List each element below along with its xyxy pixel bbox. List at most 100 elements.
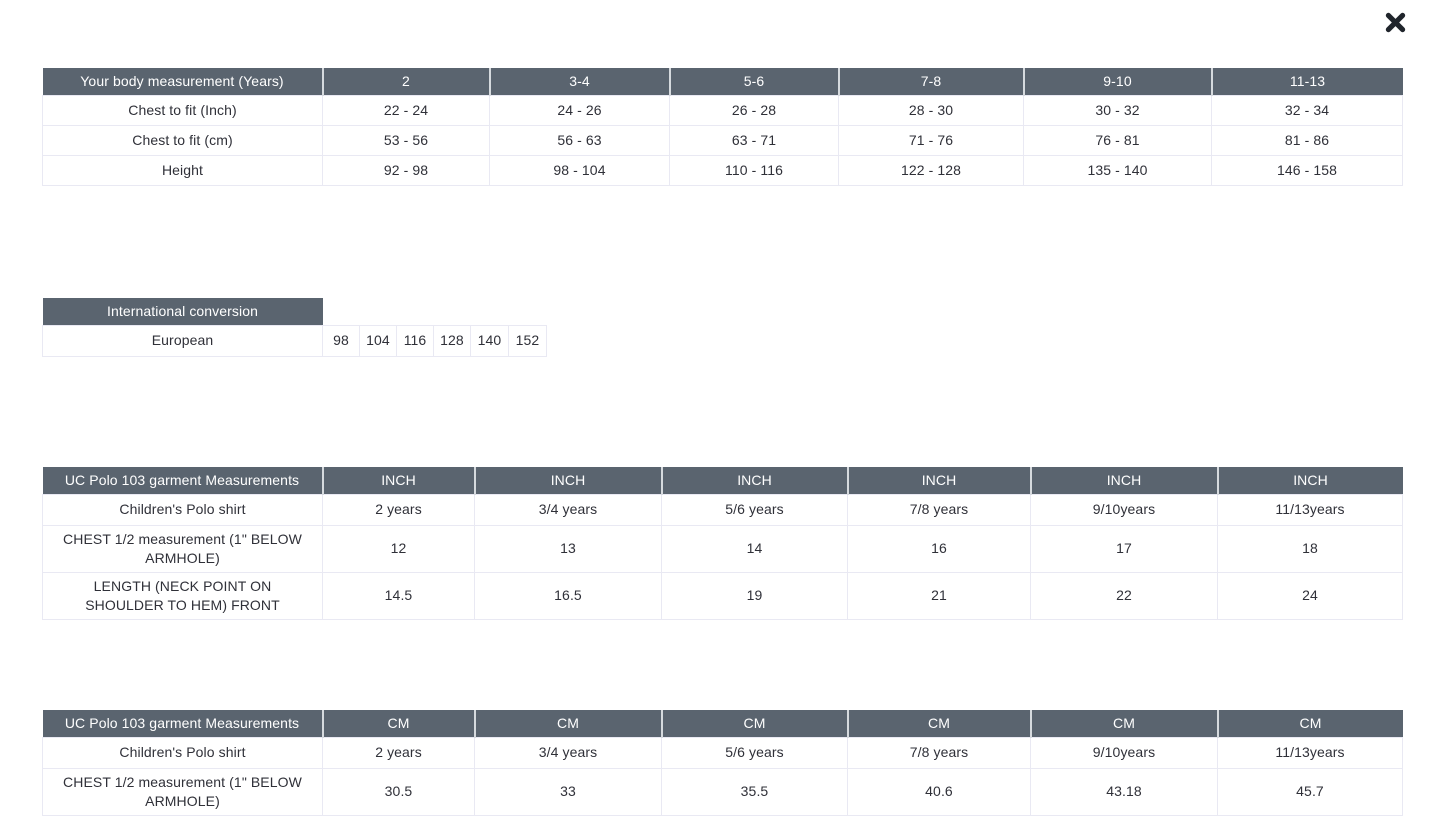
cell-value: 7/8 years bbox=[847, 493, 1031, 526]
row-label: Chest to fit (Inch) bbox=[42, 94, 323, 126]
cell-value: 5/6 years bbox=[661, 736, 848, 769]
column-header: 5-6 bbox=[669, 68, 840, 95]
header-row: Your body measurement (Years) 2 3-4 5-6 7-8 9… bbox=[42, 68, 1403, 95]
international-conversion-table: International conversion European 98 104 116… bbox=[42, 298, 547, 357]
column-header: 11-13 bbox=[1211, 68, 1403, 95]
cell-value: 146 - 158 bbox=[1211, 154, 1403, 186]
cell-value: 104 bbox=[359, 324, 397, 357]
cell-value: 7/8 years bbox=[847, 736, 1031, 769]
column-header: 9-10 bbox=[1023, 68, 1213, 95]
column-header: CM bbox=[474, 710, 663, 737]
garment-measurements-cm-table: UC Polo 103 garment Measurements CM CM CM CM… bbox=[42, 710, 1403, 816]
cell-value: 43.18 bbox=[1030, 767, 1218, 816]
cell-value: 24 bbox=[1217, 571, 1403, 620]
cell-value: 98 - 104 bbox=[489, 154, 670, 186]
cell-value: 128 bbox=[433, 324, 471, 357]
header-row: UC Polo 103 garment Measurements CM CM CM CM… bbox=[42, 710, 1403, 737]
row-label: Height bbox=[42, 154, 323, 186]
cell-value: 116 bbox=[396, 324, 434, 357]
column-header: CM bbox=[1217, 710, 1403, 737]
column-header: Your body measurement (Years) bbox=[42, 68, 324, 95]
row-label: Children's Polo shirt bbox=[42, 493, 323, 526]
close-icon bbox=[1385, 12, 1405, 32]
cell-value: 40.6 bbox=[847, 767, 1031, 816]
cell-value: 92 - 98 bbox=[322, 154, 490, 186]
garment-measurements-inch-table: UC Polo 103 garment Measurements INCH INCH… bbox=[42, 467, 1403, 620]
cell-value: 17 bbox=[1030, 524, 1218, 573]
body-measurement-table: Your body measurement (Years) 2 3-4 5-6 7-8 9… bbox=[42, 68, 1403, 186]
column-header: 7-8 bbox=[838, 68, 1025, 95]
cell-value: 16 bbox=[847, 524, 1031, 573]
column-header: CM bbox=[661, 710, 849, 737]
column-header: UC Polo 103 garment Measurements bbox=[42, 467, 324, 494]
column-header: 3-4 bbox=[489, 68, 671, 95]
cell-value: 22 - 24 bbox=[322, 94, 490, 126]
table-row: CHEST 1/2 measurement (1" BELOW ARMHOLE)… bbox=[42, 524, 1403, 573]
column-header: INCH bbox=[474, 467, 663, 494]
cell-value: 16.5 bbox=[474, 571, 662, 620]
table-row: European 98 104 116 128 140 152 bbox=[42, 324, 547, 357]
column-header: INCH bbox=[847, 467, 1032, 494]
table-row: Chest to fit (Inch) 22 - 24 24 - 26 26 - 28… bbox=[42, 94, 1403, 126]
column-header: CM bbox=[322, 710, 476, 737]
cell-value: 122 - 128 bbox=[838, 154, 1024, 186]
cell-value: 3/4 years bbox=[474, 736, 662, 769]
cell-value: 19 bbox=[661, 571, 848, 620]
cell-value: 11/13years bbox=[1217, 736, 1403, 769]
cell-value: 18 bbox=[1217, 524, 1403, 573]
cell-value: 9/10years bbox=[1030, 493, 1218, 526]
row-label: CHEST 1/2 measurement (1" BELOW ARMHOLE) bbox=[42, 524, 323, 573]
cell-value: 2 years bbox=[322, 736, 475, 769]
cell-value: 14 bbox=[661, 524, 848, 573]
cell-value: 22 bbox=[1030, 571, 1218, 620]
table-row: Chest to fit (cm) 53 - 56 56 - 63 63 - 71 71… bbox=[42, 124, 1403, 156]
cell-value: 2 years bbox=[322, 493, 475, 526]
cell-value: 33 bbox=[474, 767, 662, 816]
column-header: INCH bbox=[1217, 467, 1403, 494]
cell-value: 76 - 81 bbox=[1023, 124, 1212, 156]
row-label: CHEST 1/2 measurement (1" BELOW ARMHOLE) bbox=[42, 767, 323, 816]
table-row: Children's Polo shirt 2 years 3/4 years 5/6… bbox=[42, 493, 1403, 526]
cell-value: 3/4 years bbox=[474, 493, 662, 526]
cell-value: 21 bbox=[847, 571, 1031, 620]
column-header: CM bbox=[1030, 710, 1219, 737]
cell-value: 45.7 bbox=[1217, 767, 1403, 816]
table-row: Children's Polo shirt 2 years 3/4 years 5/6… bbox=[42, 736, 1403, 769]
cell-value: 14.5 bbox=[322, 571, 475, 620]
cell-value: 98 bbox=[322, 324, 360, 357]
cell-value: 63 - 71 bbox=[669, 124, 839, 156]
cell-value: 35.5 bbox=[661, 767, 848, 816]
cell-value: 26 - 28 bbox=[669, 94, 839, 126]
cell-value: 13 bbox=[474, 524, 662, 573]
cell-value: 32 - 34 bbox=[1211, 94, 1403, 126]
cell-value: 135 - 140 bbox=[1023, 154, 1212, 186]
column-header: 2 bbox=[322, 68, 491, 95]
cell-value: 140 bbox=[470, 324, 509, 357]
cell-value: 28 - 30 bbox=[838, 94, 1024, 126]
cell-value: 24 - 26 bbox=[489, 94, 670, 126]
column-header: CM bbox=[847, 710, 1032, 737]
cell-value: 152 bbox=[508, 324, 547, 357]
column-header: UC Polo 103 garment Measurements bbox=[42, 710, 324, 737]
close-button[interactable] bbox=[1379, 6, 1411, 38]
column-header: INCH bbox=[661, 467, 849, 494]
cell-value: 30.5 bbox=[322, 767, 475, 816]
row-label: LENGTH (NECK POINT ON SHOULDER TO HEM) F… bbox=[42, 571, 323, 620]
cell-value: 81 - 86 bbox=[1211, 124, 1403, 156]
table-row: CHEST 1/2 measurement (1" BELOW ARMHOLE)… bbox=[42, 767, 1403, 816]
cell-value: 71 - 76 bbox=[838, 124, 1024, 156]
cell-value: 56 - 63 bbox=[489, 124, 670, 156]
cell-value: 12 bbox=[322, 524, 475, 573]
table-row: Height 92 - 98 98 - 104 110 - 116 122 - 128 1… bbox=[42, 154, 1403, 186]
row-label: Children's Polo shirt bbox=[42, 736, 323, 769]
cell-value: 53 - 56 bbox=[322, 124, 490, 156]
column-header: INCH bbox=[322, 467, 476, 494]
cell-value: 5/6 years bbox=[661, 493, 848, 526]
cell-value: 9/10years bbox=[1030, 736, 1218, 769]
row-label: European bbox=[42, 324, 323, 357]
header-row: UC Polo 103 garment Measurements INCH INCH… bbox=[42, 467, 1403, 494]
cell-value: 30 - 32 bbox=[1023, 94, 1212, 126]
column-header: INCH bbox=[1030, 467, 1219, 494]
cell-value: 11/13years bbox=[1217, 493, 1403, 526]
